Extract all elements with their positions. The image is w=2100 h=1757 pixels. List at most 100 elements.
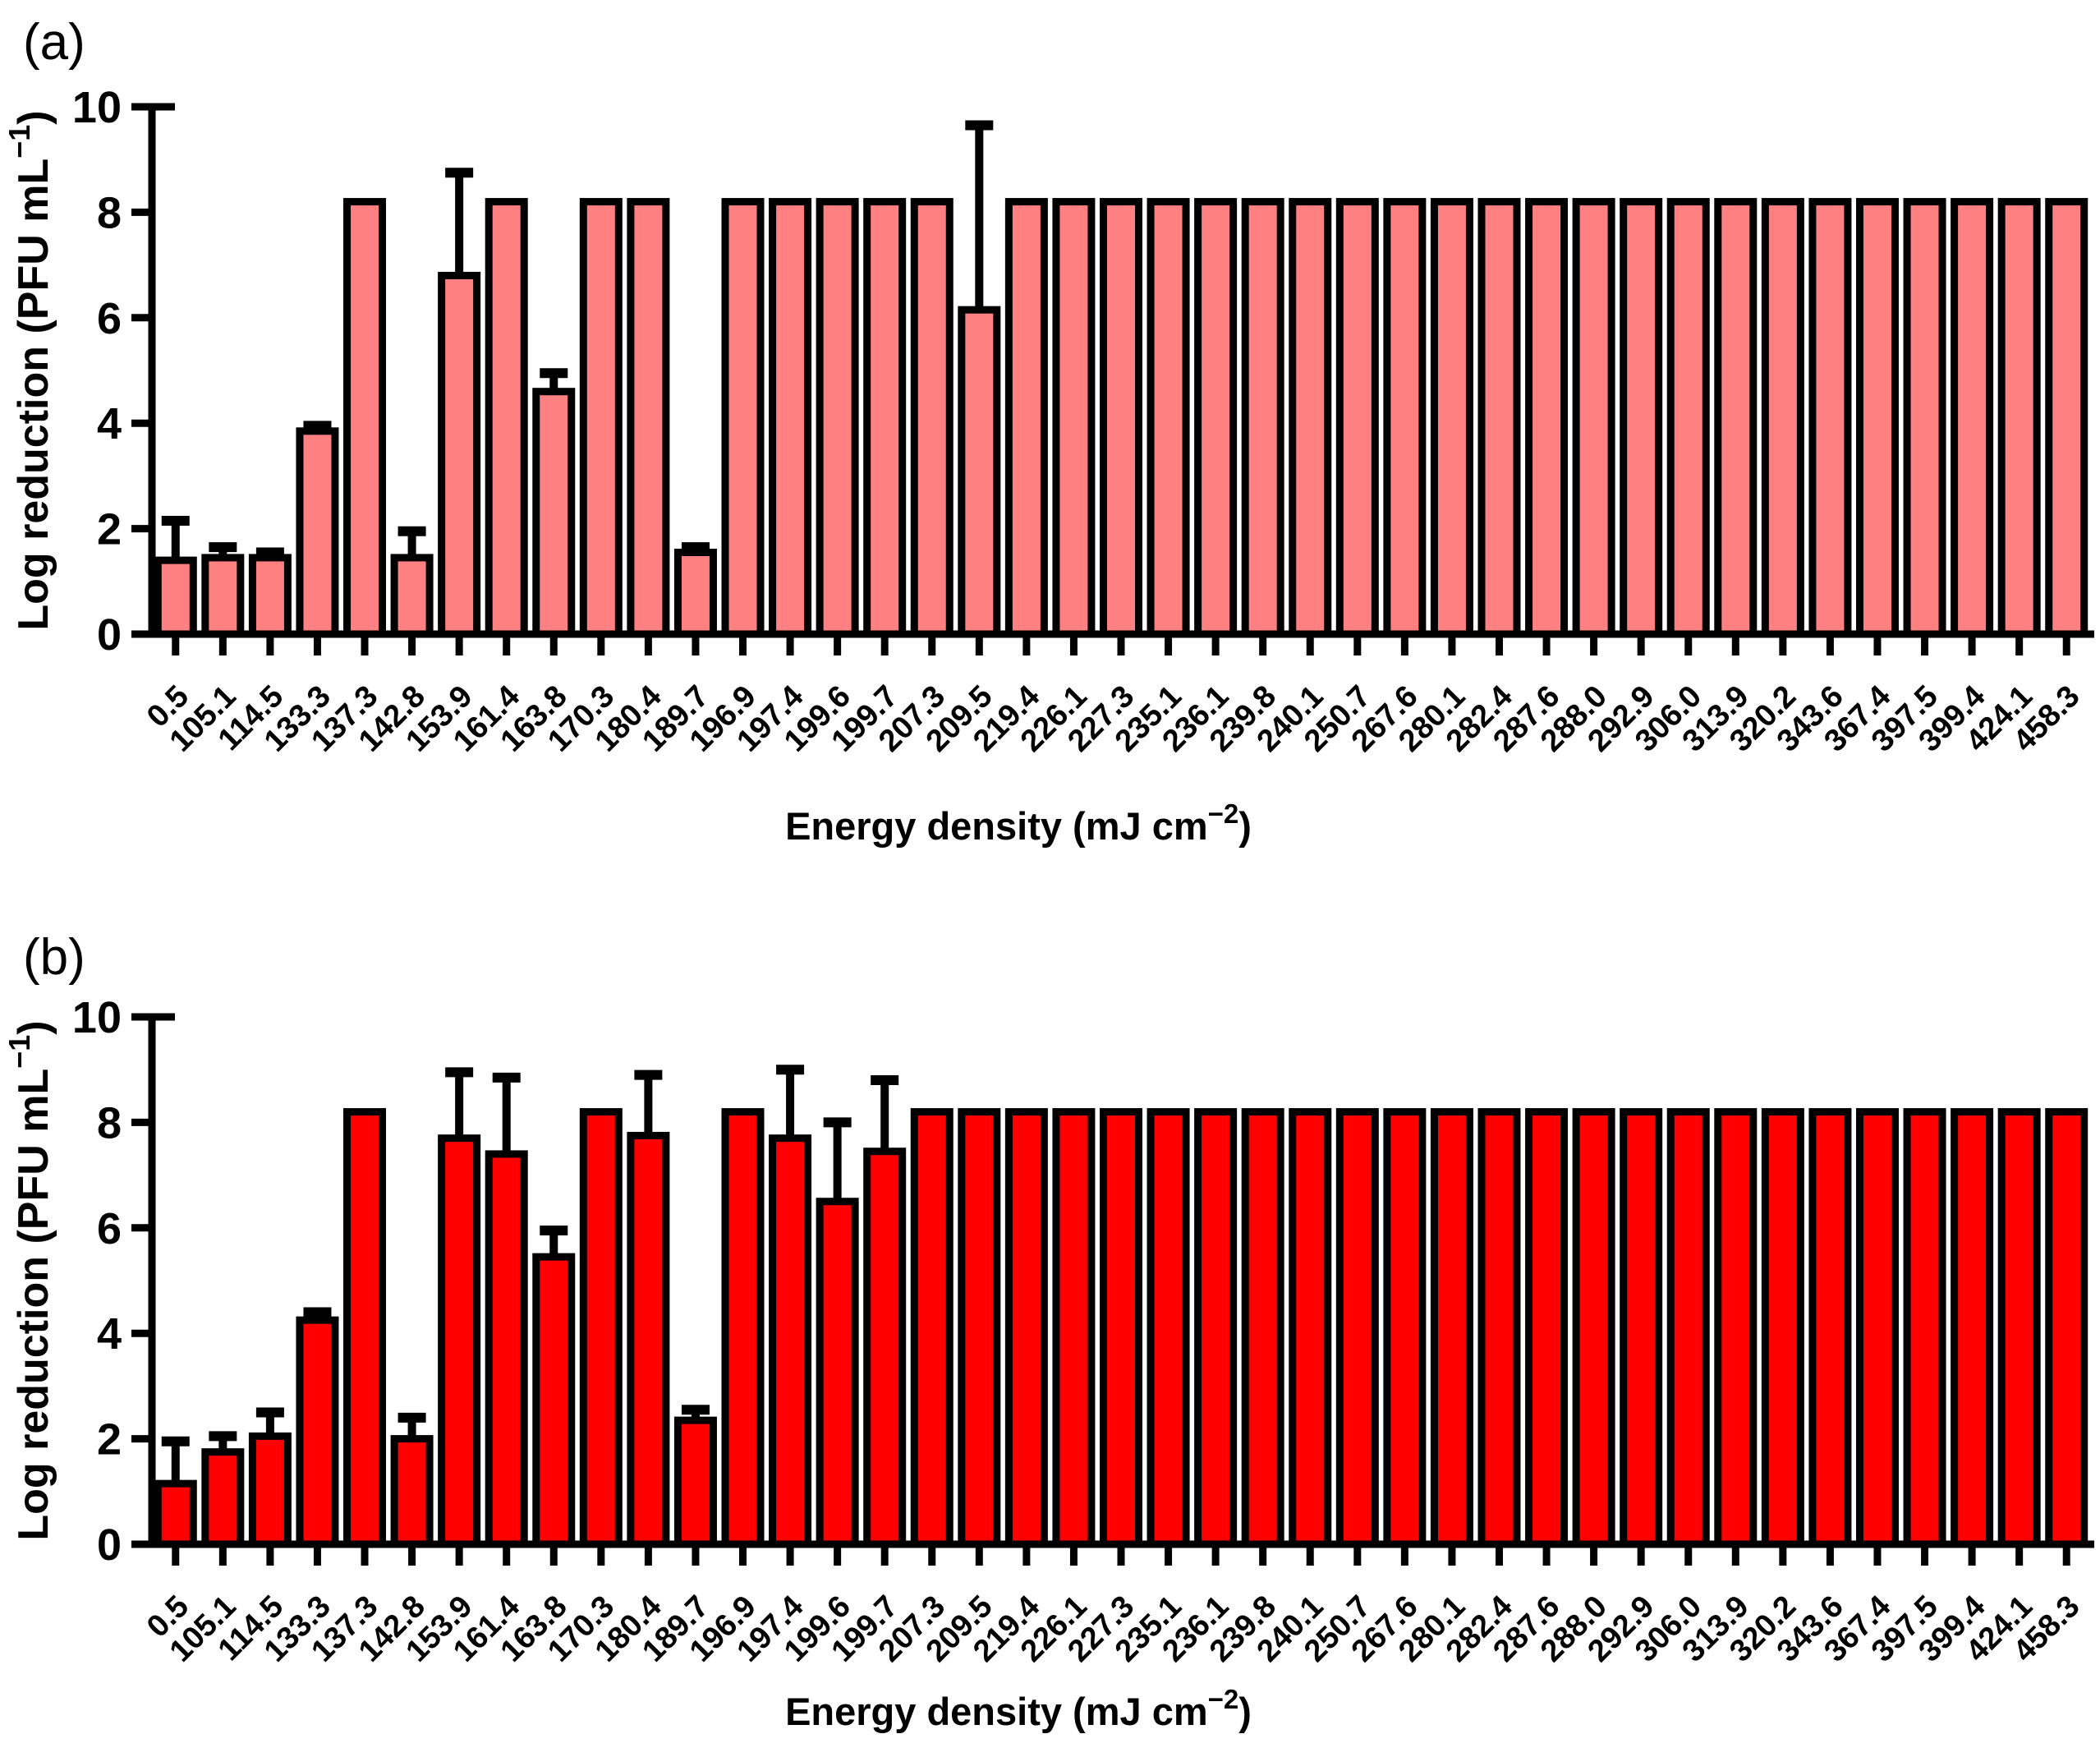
y-axis-title: Log reduction (PFU mL−1) — [2, 1020, 57, 1540]
bar — [1620, 1108, 1663, 1548]
y-tick-label: 2 — [97, 1415, 122, 1465]
bar — [816, 198, 859, 638]
bar — [438, 271, 481, 638]
bar — [296, 427, 339, 638]
bar — [1194, 1108, 1238, 1548]
bar — [1855, 1108, 1899, 1548]
bar — [154, 1479, 197, 1548]
bar — [910, 198, 954, 638]
bar — [1335, 1108, 1379, 1548]
bar — [627, 1131, 670, 1548]
chart-panel-b: (b)02468100.5105.1114.5133.3137.3142.815… — [2, 929, 2094, 1733]
y-axis-title-sup: −1 — [2, 125, 36, 159]
bar — [1525, 198, 1569, 638]
y-tick-label: 10 — [72, 993, 122, 1042]
bar — [1951, 1108, 1994, 1548]
bar — [1100, 1108, 1142, 1548]
x-axis-title: Energy density (mJ cm−2) — [785, 798, 1252, 848]
y-axis-title-main: Log reduction (PFU mL — [10, 159, 57, 631]
bar — [1761, 1108, 1804, 1548]
bar — [673, 548, 717, 638]
bar — [958, 306, 1001, 638]
bar — [1289, 1108, 1332, 1548]
bar — [1855, 198, 1899, 638]
y-tick-label: 0 — [97, 1520, 122, 1570]
chart-panel-a: (a)02468100.5105.1114.5133.3137.3142.815… — [2, 14, 2094, 848]
bar — [1808, 1108, 1852, 1548]
bar — [1241, 198, 1284, 638]
bar — [248, 554, 292, 638]
bar — [1997, 198, 2041, 638]
bar — [201, 1448, 245, 1548]
y-axis-title-end: ) — [10, 1020, 57, 1034]
x-axis-title-end: ) — [1238, 1690, 1252, 1733]
y-tick-label: 6 — [97, 1204, 122, 1253]
bar — [1052, 198, 1096, 638]
bar — [1383, 198, 1427, 638]
bar — [1430, 198, 1473, 638]
bar — [673, 1416, 717, 1548]
bar — [1477, 1108, 1521, 1548]
bar — [1666, 198, 1710, 638]
bar — [1903, 198, 1946, 638]
y-axis-title-main: Log reduction (PFU mL — [10, 1069, 57, 1541]
x-axis-title-main: Energy density (mJ cm — [785, 1690, 1208, 1733]
x-axis-title: Energy density (mJ cm−2) — [785, 1684, 1252, 1733]
x-axis-title-end: ) — [1238, 804, 1252, 848]
bar — [579, 1108, 623, 1548]
panel-label: (b) — [23, 929, 85, 986]
y-axis-title: Log reduction (PFU mL−1) — [2, 110, 57, 630]
bar — [1004, 198, 1048, 638]
bar — [1383, 1108, 1427, 1548]
bar — [1052, 1108, 1096, 1548]
bar — [1572, 1108, 1615, 1548]
bar — [343, 1108, 387, 1548]
bar — [958, 1108, 1001, 1548]
y-tick-label: 8 — [97, 188, 122, 237]
bar — [816, 1198, 859, 1548]
bar — [1997, 1108, 2041, 1548]
bar — [910, 1108, 954, 1548]
bar — [863, 1148, 907, 1548]
y-tick-label: 6 — [97, 294, 122, 343]
bar — [1951, 198, 1994, 638]
x-axis-title-main: Energy density (mJ cm — [785, 804, 1208, 848]
y-tick-label: 4 — [97, 399, 122, 448]
bar — [485, 198, 528, 638]
bar — [1004, 1108, 1048, 1548]
bar — [2045, 1108, 2089, 1548]
y-axis-title-sup: −1 — [2, 1035, 36, 1069]
y-axis-title-end: ) — [10, 110, 57, 124]
bar — [201, 554, 245, 638]
bar — [721, 198, 765, 638]
bar — [438, 1134, 481, 1548]
bar — [1335, 198, 1379, 638]
y-tick-label: 8 — [97, 1098, 122, 1148]
y-tick-label: 4 — [97, 1309, 122, 1359]
bar — [390, 1435, 434, 1548]
bar — [1666, 1108, 1710, 1548]
bar — [1525, 1108, 1569, 1548]
bar — [1241, 1108, 1284, 1548]
y-tick-label: 10 — [72, 83, 122, 132]
bar — [154, 556, 197, 638]
bar — [1477, 198, 1521, 638]
x-axis-title-sup: −2 — [1208, 1684, 1239, 1714]
bar — [579, 198, 623, 638]
bar — [343, 198, 387, 638]
bar — [532, 1253, 576, 1548]
bar — [485, 1150, 528, 1548]
bar — [863, 198, 907, 638]
bar — [1903, 1108, 1946, 1548]
bar — [1194, 198, 1238, 638]
bar — [721, 1108, 765, 1548]
bar — [248, 1432, 292, 1548]
bar — [532, 388, 576, 638]
bar — [1714, 198, 1758, 638]
bar — [296, 1316, 339, 1548]
x-axis-title-sup: −2 — [1208, 798, 1239, 829]
bar — [1714, 1108, 1758, 1548]
bar — [1430, 1108, 1473, 1548]
bar — [1146, 198, 1190, 638]
